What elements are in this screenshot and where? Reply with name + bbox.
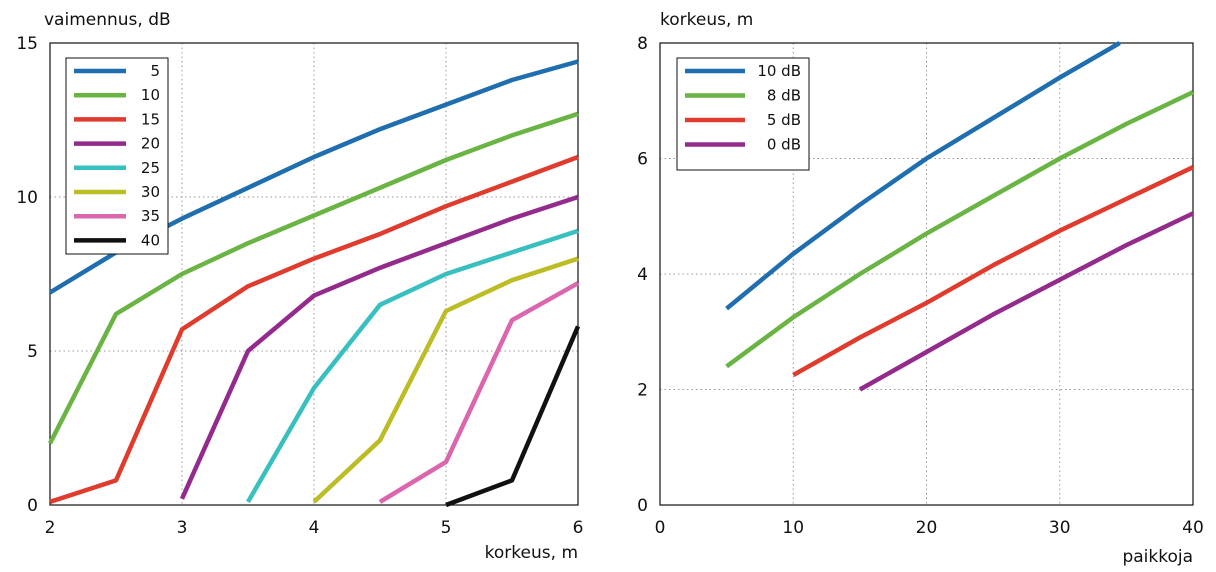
legend-box xyxy=(65,57,169,255)
legend-label: 5 xyxy=(150,62,160,80)
series-line-8-db xyxy=(725,90,1194,369)
attenuation-plot-frame xyxy=(49,42,579,506)
attenuation-legend: 5 10 15 20 25 30 35 40 xyxy=(65,57,169,255)
legend-label: 0 dB xyxy=(767,136,801,154)
y-tick-label: 0 xyxy=(27,496,38,516)
legend-label: 15 xyxy=(141,110,160,128)
x-tick-label: 5 xyxy=(441,518,452,538)
x-tick-label: 10 xyxy=(782,518,804,538)
height-x-axis-title: paikkoja xyxy=(1122,547,1193,567)
y-tick-label: 8 xyxy=(637,34,648,54)
legend-label: 25 xyxy=(141,159,160,177)
height-plot-frame xyxy=(659,42,1194,506)
legend-label: 10 dB xyxy=(757,62,801,80)
y-tick-label: 10 xyxy=(16,188,38,208)
attenuation-tick-labels: 2 3 4 5 6 0 5 10 15 xyxy=(16,34,583,538)
y-tick-label: 5 xyxy=(27,342,38,362)
y-tick-label: 6 xyxy=(637,150,648,170)
series-line-10 xyxy=(47,111,579,445)
legend-label: 40 xyxy=(141,231,160,249)
x-tick-label: 2 xyxy=(45,518,56,538)
y-tick-label: 2 xyxy=(637,381,648,401)
attenuation-x-axis-title: korkeus, m xyxy=(485,543,578,563)
series-line-30 xyxy=(312,256,579,504)
height-tick-labels: 0 10 20 30 40 0 2 4 6 8 xyxy=(637,34,1204,538)
series-line-5-db xyxy=(792,165,1194,378)
series-line-35 xyxy=(378,281,580,504)
x-tick-label: 4 xyxy=(309,518,320,538)
legend-label: 5 dB xyxy=(767,111,801,129)
attenuation-chart: 2 3 4 5 6 0 5 10 15 5 10 15 20 25 30 35 40 vaimennus, d… xyxy=(16,10,583,563)
x-tick-label: 30 xyxy=(1049,518,1071,538)
attenuation-y-axis-title: vaimennus, dB xyxy=(44,10,171,30)
x-tick-label: 6 xyxy=(573,518,584,538)
attenuation-series xyxy=(47,59,581,508)
series-line-15 xyxy=(49,154,579,505)
y-tick-label: 4 xyxy=(637,265,648,285)
legend-label: 30 xyxy=(141,183,160,201)
x-tick-label: 3 xyxy=(177,518,188,538)
legend-label: 10 xyxy=(141,86,160,104)
x-tick-label: 40 xyxy=(1182,518,1204,538)
x-tick-label: 0 xyxy=(655,518,666,538)
x-tick-label: 20 xyxy=(916,518,938,538)
height-y-axis-title: korkeus, m xyxy=(660,10,753,30)
series-line-20 xyxy=(179,194,579,500)
series-line-40 xyxy=(445,325,581,508)
series-line-10-db xyxy=(725,41,1121,311)
series-line-25 xyxy=(246,228,579,504)
legend-label: 8 dB xyxy=(767,87,801,105)
height-legend: 10 dB 8 dB 5 dB 0 dB xyxy=(676,57,810,171)
y-tick-label: 15 xyxy=(16,34,38,54)
series-line-0-db xyxy=(858,211,1194,392)
height-chart: 0 10 20 30 40 0 2 4 6 8 10 dB 8 dB 5 dB 0 dB korkeus… xyxy=(637,10,1204,567)
legend-label: 20 xyxy=(141,135,160,153)
height-series xyxy=(725,41,1194,392)
legend-box xyxy=(676,57,810,171)
legend-label: 35 xyxy=(141,207,160,225)
y-tick-label: 0 xyxy=(637,496,648,516)
